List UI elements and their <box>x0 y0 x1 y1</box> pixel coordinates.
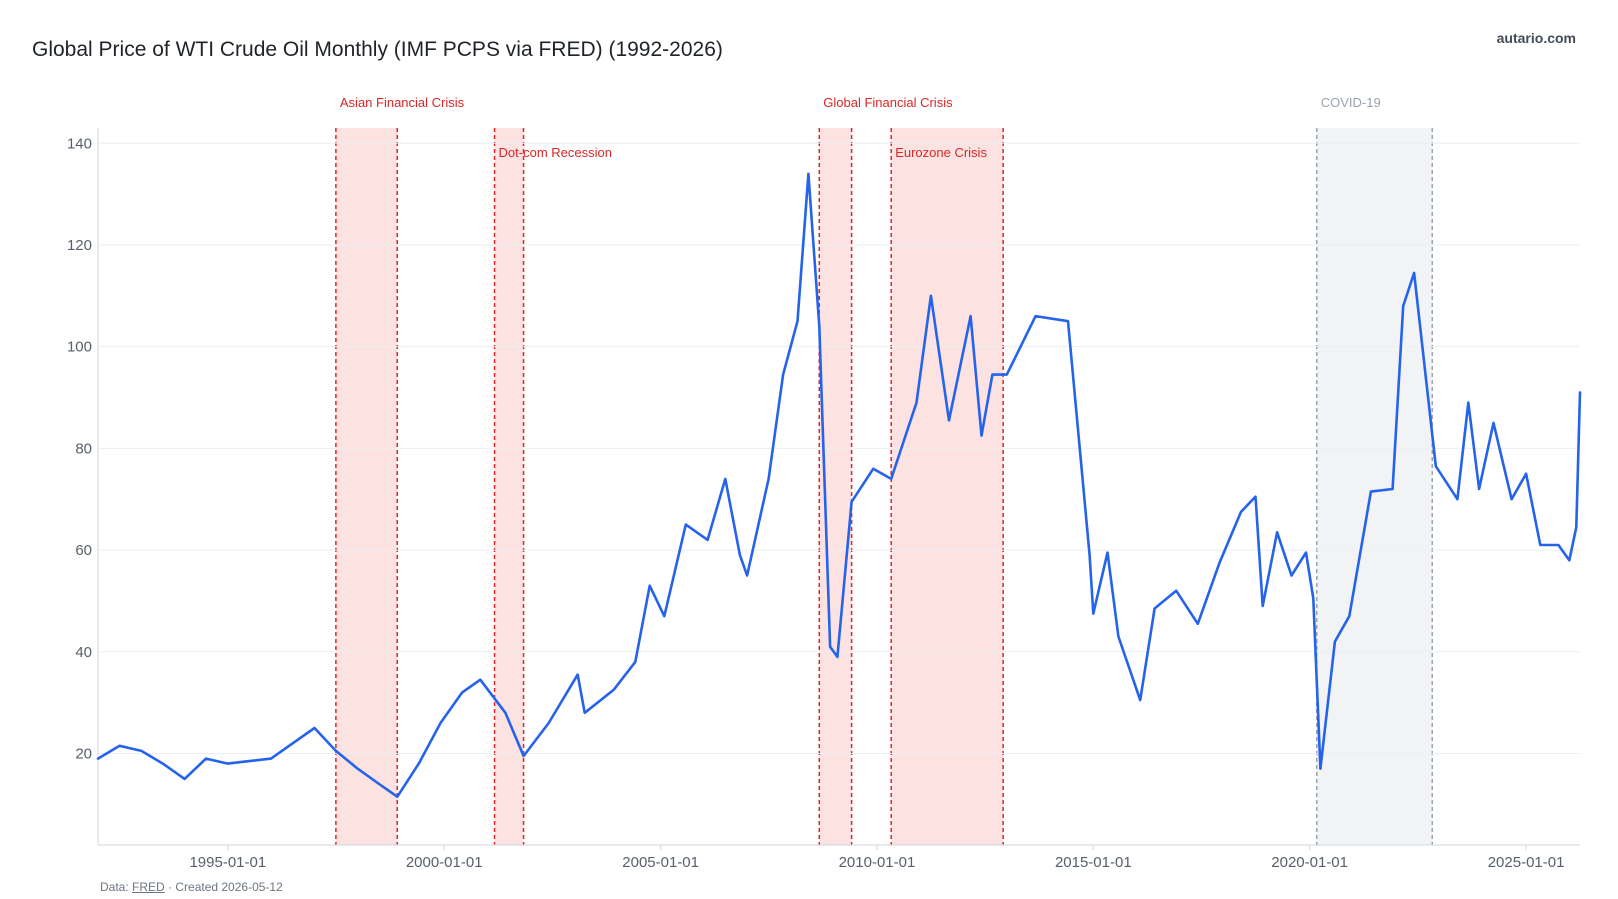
event-bands <box>335 128 1434 845</box>
event-label: Asian Financial Crisis <box>340 95 465 110</box>
event-label: Global Financial Crisis <box>823 95 953 110</box>
y-tick-label: 140 <box>67 135 92 152</box>
event-band <box>891 128 1004 845</box>
source-link[interactable]: FRED <box>132 880 165 894</box>
x-tick-label: 2020-01-01 <box>1271 854 1348 871</box>
chart-title: Global Price of WTI Crude Oil Monthly (I… <box>32 38 723 61</box>
x-tick-label: 2000-01-01 <box>406 854 483 871</box>
series-line <box>96 172 1582 798</box>
x-tick-label: 2015-01-01 <box>1055 854 1132 871</box>
event-band <box>494 128 524 845</box>
y-tick-label: 40 <box>75 644 92 661</box>
y-tick-label: 100 <box>67 339 92 356</box>
event-label: Eurozone Crisis <box>895 145 987 160</box>
series-group <box>96 172 1582 798</box>
x-tick-label: 1995-01-01 <box>189 854 266 871</box>
brand-logo-text[interactable]: autario.com <box>1496 30 1576 46</box>
source-suffix: · Created 2026-05-12 <box>164 880 283 894</box>
x-tick-label: 2005-01-01 <box>622 854 699 871</box>
y-tick-label: 60 <box>75 542 92 559</box>
y-tick-label: 80 <box>75 440 92 457</box>
event-labels: Asian Financial Crisis Dot-com Recession G… <box>340 95 1381 160</box>
event-label: COVID-19 <box>1321 95 1381 110</box>
event-label: Dot-com Recession <box>499 145 612 160</box>
x-tick-label: 2010-01-01 <box>839 854 916 871</box>
axes: 20 40 60 80 100 120 140 1995-01-01 2000-01-01 200… <box>67 128 1580 871</box>
event-band <box>335 128 398 845</box>
event-band <box>1316 128 1433 845</box>
source-note: Data: FRED · Created 2026-05-12 <box>100 880 283 894</box>
x-tick-label: 2025-01-01 <box>1488 854 1565 871</box>
y-tick-label: 120 <box>67 237 92 254</box>
y-tick-label: 20 <box>75 745 92 762</box>
source-prefix: Data: <box>100 880 133 894</box>
